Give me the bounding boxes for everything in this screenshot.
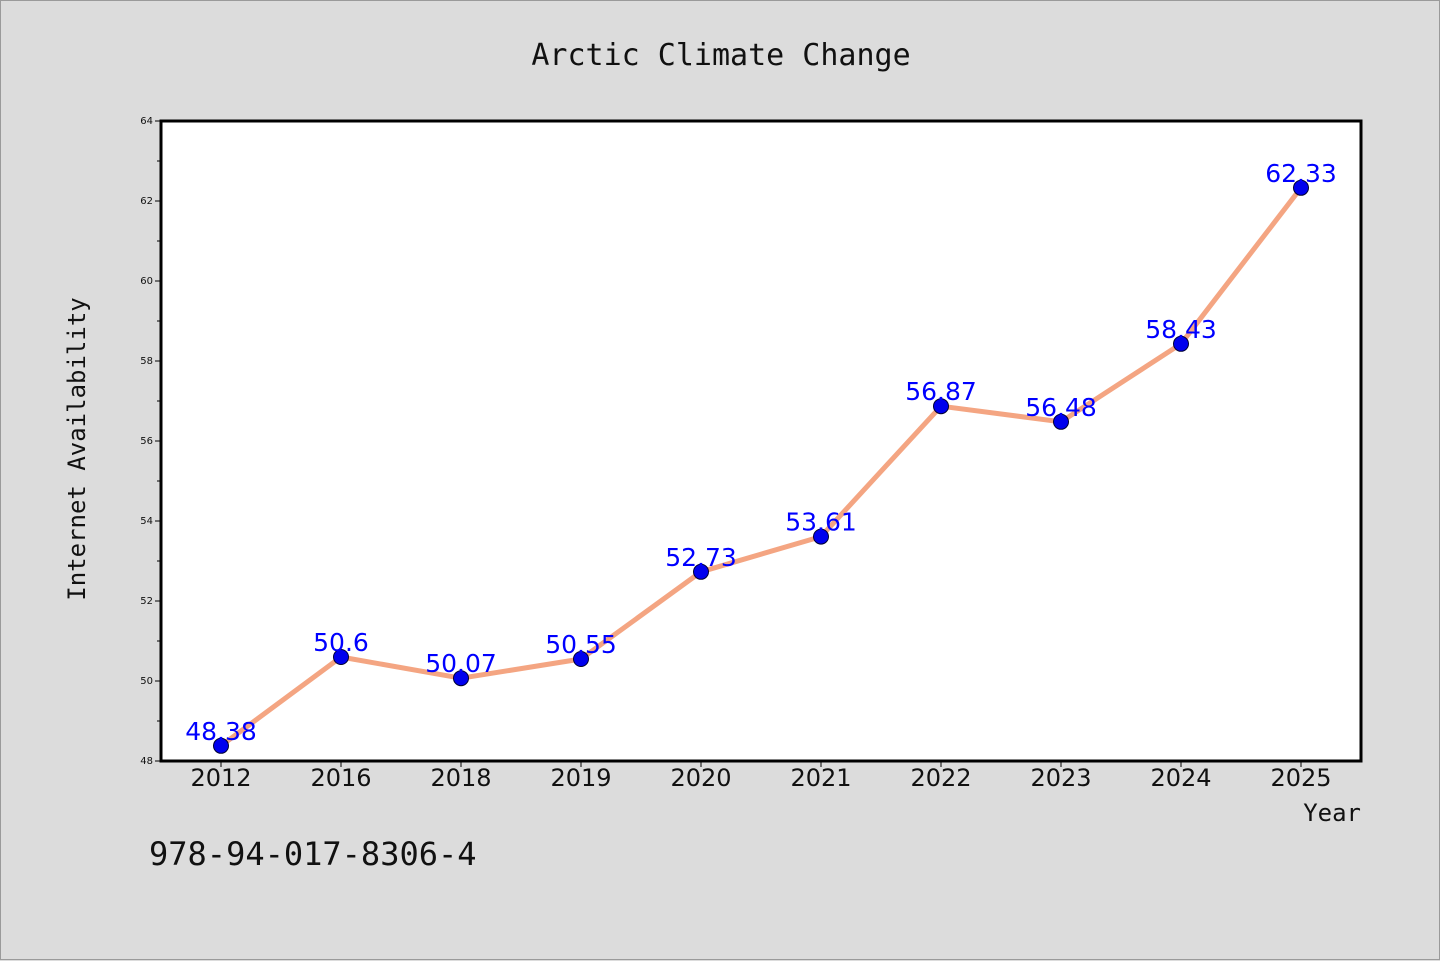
data-label: 58.43 (1145, 315, 1217, 344)
x-tick-label: 2016 (310, 764, 371, 792)
y-tick-label: 48 (140, 756, 153, 767)
data-point (573, 651, 589, 667)
x-tick-label: 2020 (670, 764, 731, 792)
x-axis-label: Year (1303, 799, 1361, 827)
y-tick-label: 54 (140, 516, 153, 527)
data-point (933, 398, 949, 415)
x-axis: 2012 2016 2018 2019 2020 2021 2022 2023 2024 2025 (190, 761, 1332, 792)
x-tick-label: 2018 (430, 764, 491, 792)
data-point (1293, 179, 1309, 196)
footnote-isbn: 978-94-017-8306-4 (149, 835, 477, 873)
x-tick-label: 2022 (910, 764, 971, 792)
data-labels: 48.38 50.6 50.07 50.55 52.73 53.61 56.87 56.48 5… (185, 159, 1337, 746)
y-tick-label: 50 (140, 676, 153, 687)
data-label: 50.07 (425, 649, 497, 678)
data-label: 56.48 (1025, 393, 1097, 422)
x-tick-label: 2025 (1270, 764, 1331, 792)
data-label: 62.33 (1265, 159, 1337, 188)
data-point (213, 737, 229, 754)
y-tick-label: 52 (140, 596, 153, 607)
y-tick-label: 58 (140, 356, 153, 367)
y-tick-label: 56 (140, 436, 153, 447)
data-point (813, 528, 829, 545)
y-tick-label: 64 (140, 116, 153, 127)
data-point (453, 670, 469, 687)
y-tick-label: 62 (140, 196, 153, 207)
data-point (1053, 413, 1069, 430)
y-axis-label: Internet Availability (63, 297, 91, 600)
data-label: 53.61 (785, 508, 857, 537)
data-label: 50.55 (545, 630, 617, 659)
plot-area (159, 119, 1363, 763)
chart-title: Arctic Climate Change (531, 38, 910, 73)
data-label: 56.87 (905, 377, 977, 406)
data-label: 52.73 (665, 543, 737, 572)
data-label: 48.38 (185, 717, 257, 746)
series-line (218, 185, 1304, 749)
x-tick-label: 2021 (790, 764, 851, 792)
x-tick-label: 2019 (550, 764, 611, 792)
data-label: 50.6 (313, 628, 369, 657)
y-tick-label: 60 (140, 276, 153, 287)
x-tick-label: 2012 (190, 764, 251, 792)
data-point (1173, 335, 1189, 352)
data-point (693, 563, 709, 580)
x-tick-label: 2024 (1150, 764, 1211, 792)
x-tick-label: 2023 (1030, 764, 1091, 792)
y-axis: 48 50 52 54 56 58 60 62 64 (140, 116, 161, 767)
data-markers (213, 179, 1309, 754)
data-point (333, 649, 349, 665)
